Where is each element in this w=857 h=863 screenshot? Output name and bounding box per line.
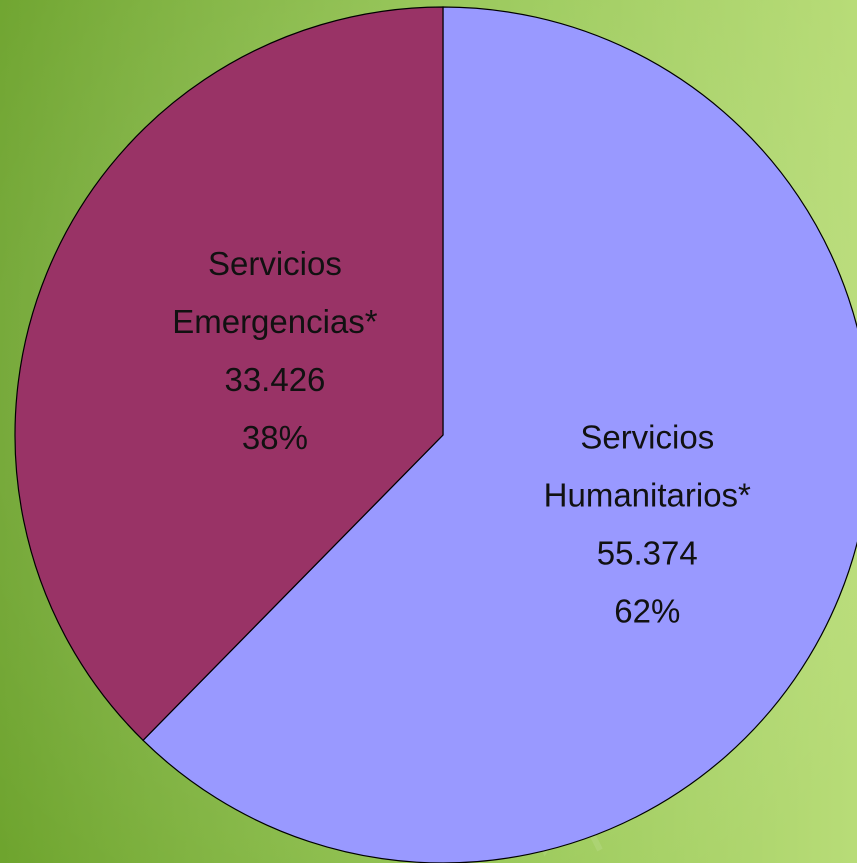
slice-label-percent: 62% xyxy=(614,592,680,629)
slice-label-1: Servicios Humanitarios* 55.374 62% xyxy=(544,418,751,629)
slice-label-value: 55.374 xyxy=(597,534,698,571)
slice-label-name0: Servicios xyxy=(208,245,342,282)
slice-label-percent: 38% xyxy=(242,419,308,456)
pie-slice-2[interactable] xyxy=(14,6,444,742)
pie-slices xyxy=(14,6,857,863)
slice-label-name1: Humanitarios* xyxy=(544,476,751,513)
slice-label-2: Servicios Emergencias* 33.426 38% xyxy=(172,245,378,456)
slice-label-name0: Servicios xyxy=(580,418,714,455)
slice-label-name1: Emergencias* xyxy=(172,303,378,340)
pie-slice-1[interactable] xyxy=(142,6,857,863)
pie-labels: ServiciosHumanitarios*55.37462%Servicios… xyxy=(172,245,751,629)
slice-label-value: 33.426 xyxy=(224,361,325,398)
